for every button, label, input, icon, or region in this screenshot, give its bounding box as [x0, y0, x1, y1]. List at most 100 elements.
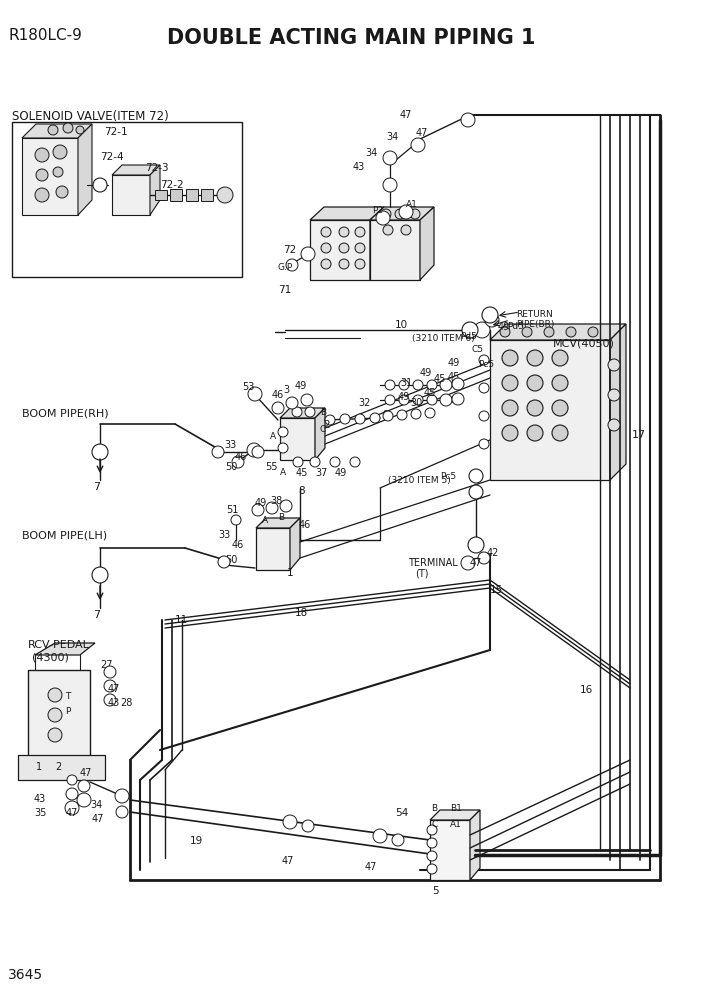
Text: A: A — [270, 432, 276, 441]
Circle shape — [350, 457, 360, 467]
Circle shape — [427, 395, 437, 405]
Text: 15: 15 — [490, 585, 503, 595]
Text: 72-3: 72-3 — [145, 163, 168, 173]
Circle shape — [231, 515, 241, 525]
Circle shape — [92, 567, 108, 583]
Text: 49: 49 — [448, 358, 461, 368]
Circle shape — [427, 864, 437, 874]
Text: 7: 7 — [93, 482, 100, 492]
Circle shape — [330, 457, 340, 467]
Text: BOOM PIPE(RH): BOOM PIPE(RH) — [22, 408, 109, 418]
Circle shape — [339, 243, 349, 253]
Text: MCV(4050): MCV(4050) — [553, 338, 615, 348]
Text: 16: 16 — [580, 685, 593, 695]
Circle shape — [48, 728, 62, 742]
Polygon shape — [490, 340, 610, 480]
Text: 47: 47 — [470, 558, 482, 568]
Polygon shape — [28, 670, 90, 760]
Polygon shape — [112, 165, 160, 175]
Text: Pd5: Pd5 — [460, 332, 477, 341]
Text: 2: 2 — [323, 420, 330, 430]
Text: 49: 49 — [420, 368, 432, 378]
Circle shape — [67, 775, 77, 785]
Text: BOOM PIPE(LH): BOOM PIPE(LH) — [22, 530, 107, 540]
Text: 45: 45 — [434, 374, 446, 384]
Text: 38: 38 — [270, 496, 282, 506]
Circle shape — [427, 851, 437, 861]
Text: 42: 42 — [487, 548, 499, 558]
Polygon shape — [315, 408, 325, 460]
Circle shape — [522, 327, 532, 337]
Circle shape — [305, 407, 315, 417]
Polygon shape — [430, 820, 470, 880]
Text: 3: 3 — [283, 385, 289, 395]
Bar — [12, 122, 242, 277]
Polygon shape — [370, 207, 434, 220]
Circle shape — [399, 395, 409, 405]
Circle shape — [53, 167, 63, 177]
Text: 47: 47 — [92, 814, 105, 824]
Text: 47: 47 — [365, 862, 378, 872]
Text: 47: 47 — [400, 110, 412, 120]
Circle shape — [527, 375, 543, 391]
Circle shape — [544, 327, 554, 337]
Circle shape — [608, 419, 620, 431]
Circle shape — [212, 446, 224, 458]
Circle shape — [427, 380, 437, 390]
Circle shape — [588, 327, 598, 337]
Circle shape — [301, 247, 315, 261]
Circle shape — [302, 820, 314, 832]
Bar — [201, 189, 213, 201]
Text: Pd5: Pd5 — [507, 322, 524, 331]
Circle shape — [283, 815, 297, 829]
Circle shape — [479, 383, 489, 393]
Circle shape — [104, 666, 116, 678]
Text: TERMINAL: TERMINAL — [408, 558, 458, 568]
Text: 51: 51 — [226, 505, 239, 515]
Text: 9: 9 — [382, 410, 388, 420]
Text: 5: 5 — [432, 886, 439, 896]
Text: A: A — [280, 468, 286, 477]
Text: (4300): (4300) — [32, 652, 69, 662]
Circle shape — [413, 380, 423, 390]
Circle shape — [502, 425, 518, 441]
Circle shape — [452, 393, 464, 405]
Text: C5: C5 — [450, 396, 462, 405]
Circle shape — [286, 397, 298, 409]
Circle shape — [355, 243, 365, 253]
Polygon shape — [310, 220, 370, 280]
Text: 47: 47 — [416, 128, 428, 138]
Text: Pc5: Pc5 — [478, 360, 494, 369]
Circle shape — [370, 413, 380, 423]
Text: 19: 19 — [190, 836, 204, 846]
Text: 11: 11 — [175, 615, 188, 625]
Circle shape — [485, 313, 499, 327]
Circle shape — [469, 469, 483, 483]
Text: 49: 49 — [335, 468, 347, 478]
Text: 2: 2 — [55, 762, 61, 772]
Circle shape — [383, 151, 397, 165]
Circle shape — [355, 259, 365, 269]
Circle shape — [462, 322, 478, 338]
Circle shape — [410, 209, 420, 219]
Circle shape — [35, 148, 49, 162]
Circle shape — [355, 414, 365, 424]
Circle shape — [248, 387, 262, 401]
Text: 43: 43 — [353, 162, 365, 172]
Circle shape — [478, 552, 490, 564]
Text: (T): (T) — [415, 568, 428, 578]
Circle shape — [566, 327, 576, 337]
Text: 43: 43 — [34, 794, 46, 804]
Circle shape — [392, 834, 404, 846]
Circle shape — [292, 407, 302, 417]
Circle shape — [608, 359, 620, 371]
Text: PIPE(BR): PIPE(BR) — [516, 320, 555, 329]
Text: D5: D5 — [450, 380, 463, 389]
Polygon shape — [22, 124, 92, 138]
Polygon shape — [22, 138, 78, 215]
Circle shape — [383, 178, 397, 192]
Text: B: B — [278, 513, 284, 522]
Circle shape — [280, 500, 292, 512]
Text: A: A — [262, 516, 268, 525]
Circle shape — [218, 556, 230, 568]
